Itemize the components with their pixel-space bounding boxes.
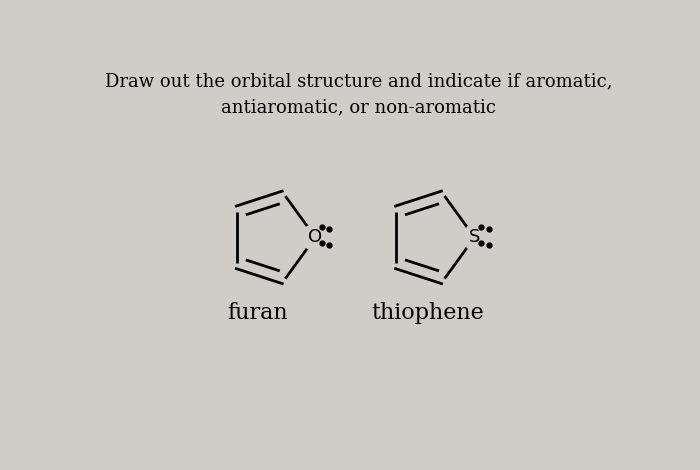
Text: S: S bbox=[469, 228, 480, 246]
Text: antiaromatic, or non-aromatic: antiaromatic, or non-aromatic bbox=[221, 98, 496, 116]
Text: Draw out the orbital structure and indicate if aromatic,: Draw out the orbital structure and indic… bbox=[105, 73, 612, 91]
Text: furan: furan bbox=[227, 302, 288, 324]
Text: thiophene: thiophene bbox=[371, 302, 484, 324]
Text: O: O bbox=[308, 228, 323, 246]
